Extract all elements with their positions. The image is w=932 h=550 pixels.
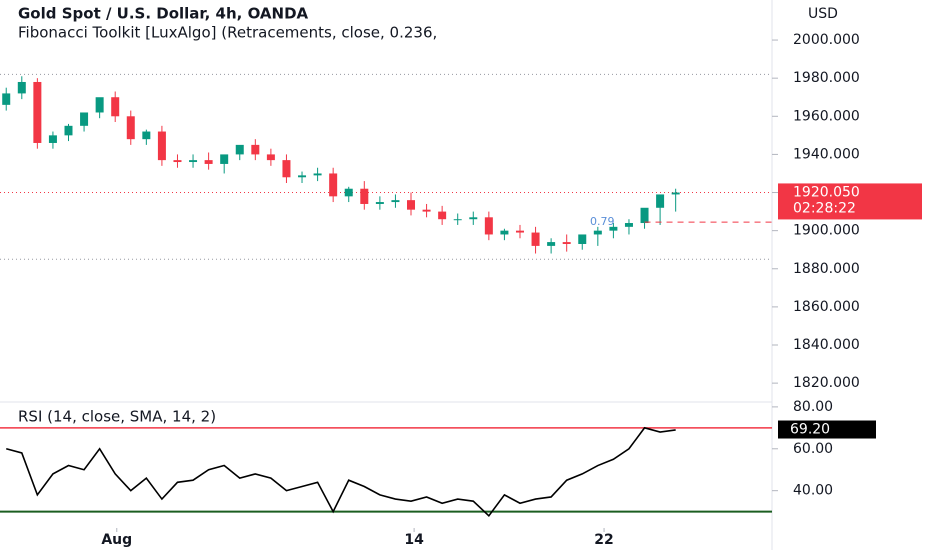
candle-body: [266, 154, 275, 161]
rsi-tick-label: 60.00: [793, 441, 833, 457]
candle-body: [80, 112, 89, 126]
y-tick-label: 1980.000: [793, 70, 860, 86]
candle-body: [593, 230, 602, 235]
candle-body: [360, 188, 369, 204]
candle-body: [48, 135, 57, 143]
candle-body: [126, 116, 135, 140]
candle-body: [624, 223, 633, 227]
currency: USD: [808, 6, 838, 22]
candle-body: [282, 160, 291, 178]
candle-body: [157, 131, 166, 161]
candle-body: [313, 173, 322, 176]
candle-body: [251, 144, 260, 155]
y-tick-label: 1940.000: [793, 146, 860, 162]
y-tick-label: 1900.000: [793, 223, 860, 239]
fib-label: 0.79: [590, 215, 615, 228]
candle-body: [500, 230, 509, 235]
candle-body: [173, 160, 182, 163]
rsi-line: [6, 426, 676, 518]
candle-body: [453, 219, 462, 221]
y-tick-label: 1820.000: [793, 375, 860, 391]
rsi-tag-label: 69.20: [790, 422, 830, 438]
candle-body: [562, 242, 571, 244]
candle-body: [375, 202, 384, 204]
y-tick-label: 1860.000: [793, 299, 860, 315]
candle-body: [189, 160, 198, 163]
candle-body: [204, 160, 213, 164]
x-tick-label: Aug: [101, 532, 132, 548]
chart-subtitle: Fibonacci Toolkit [LuxAlgo] (Retracement…: [18, 24, 437, 42]
candle-body: [422, 209, 431, 212]
y-tick-label: 2000.000: [793, 32, 860, 48]
candle-body: [407, 200, 416, 210]
price-tag-label: 1920.050: [793, 184, 860, 200]
y-tick-label: 1960.000: [793, 108, 860, 124]
candle-body: [64, 125, 73, 136]
candle-body: [33, 81, 42, 143]
rsi-title: RSI (14, close, SMA, 14, 2): [18, 408, 216, 426]
rsi-tick-label: 40.00: [793, 483, 833, 499]
candle-body: [17, 81, 26, 94]
candle-body: [656, 194, 665, 208]
candle-body: [531, 232, 540, 246]
candle-body: [515, 230, 524, 233]
x-tick-label: 22: [594, 532, 613, 548]
candle-body: [547, 242, 556, 246]
candle-body: [438, 211, 447, 220]
candle-body: [469, 217, 478, 220]
x-tick-label: 14: [404, 532, 424, 548]
candle-body: [609, 226, 618, 231]
candle-body: [111, 97, 120, 117]
candle-body: [344, 188, 353, 197]
y-tick-label: 1840.000: [793, 337, 860, 353]
candle-body: [220, 154, 229, 164]
candle-body: [671, 192, 680, 195]
countdown: 02:28:22: [793, 200, 856, 216]
price-tag: [778, 183, 922, 220]
candle-body: [235, 144, 244, 155]
candle-body: [578, 234, 587, 244]
candle-body: [640, 207, 649, 224]
candle-body: [391, 200, 400, 203]
rsi-tag: [778, 420, 876, 439]
rsi-tick-label: 80.00: [793, 399, 833, 415]
candle-body: [142, 131, 151, 140]
y-tick-label: 1880.000: [793, 261, 860, 277]
chart-title: Gold Spot / U.S. Dollar, 4h, OANDA: [18, 5, 309, 23]
candle-body: [298, 175, 307, 178]
candle-body: [2, 93, 11, 105]
candle-body: [95, 97, 104, 113]
candle-body: [484, 217, 493, 235]
candle-body: [329, 173, 338, 197]
